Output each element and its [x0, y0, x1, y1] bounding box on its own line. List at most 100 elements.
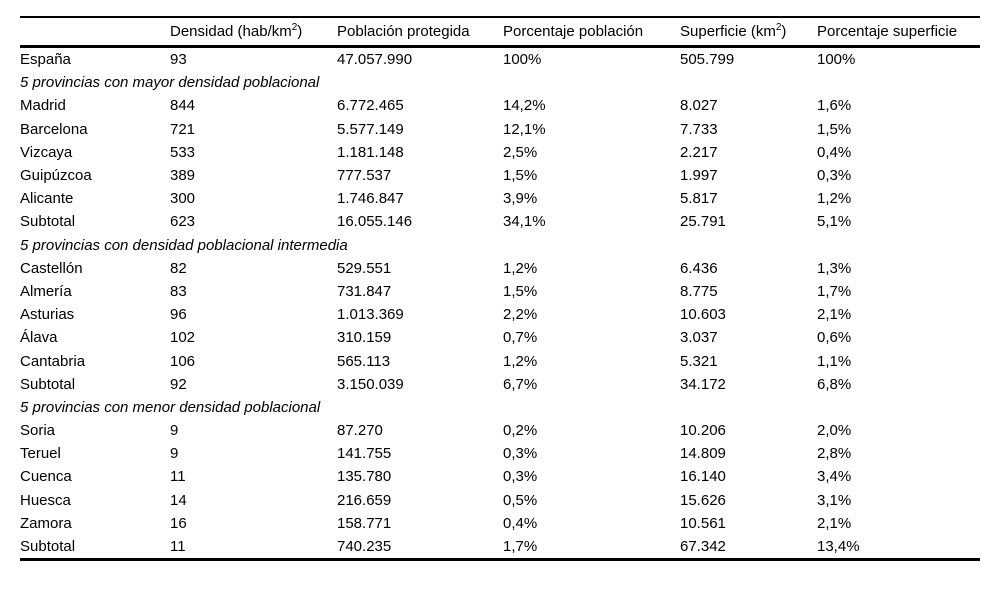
table-row-province: Guipúzcoa 389 777.537 1,5% 1.997 0,3% — [20, 164, 980, 187]
cell-porcentaje-poblacion: 1,7% — [503, 538, 538, 556]
column-header-province — [20, 17, 170, 48]
cell-porcentaje-poblacion: 0,3% — [503, 468, 538, 486]
cell-poblacion-protegida: 740.235 — [337, 538, 392, 556]
cell-densidad: 93 — [170, 51, 187, 69]
cell-porcentaje-superficie: 0,4% — [817, 143, 852, 161]
row-label: Subtotal — [20, 213, 76, 231]
row-label: Barcelona — [20, 120, 88, 138]
cell-porcentaje-superficie: 5,1% — [817, 213, 852, 231]
cell-porcentaje-superficie: 2,0% — [817, 422, 852, 440]
cell-densidad: 623 — [170, 213, 196, 231]
cell-superficie: 505.799 — [680, 51, 735, 69]
cell-poblacion-protegida: 3.150.039 — [337, 375, 404, 393]
cell-poblacion-protegida: 1.013.369 — [337, 306, 404, 324]
cell-superficie: 34.172 — [680, 375, 726, 393]
cell-porcentaje-superficie: 6,8% — [817, 375, 852, 393]
cell-densidad: 9 — [170, 422, 179, 440]
row-label: Almería — [20, 282, 72, 300]
cell-porcentaje-poblacion: 2,2% — [503, 306, 538, 324]
cell-poblacion-protegida: 777.537 — [337, 167, 392, 185]
table-row-province: Cantabria 106 565.113 1,2% 5.321 1,1% — [20, 349, 980, 372]
row-label: Guipúzcoa — [20, 167, 92, 185]
section-heading: 5 provincias con mayor densidad poblacio… — [20, 74, 320, 92]
cell-superficie: 7.733 — [680, 120, 718, 138]
provinces-table: Densidad (hab/km2) Población protegida Por… — [20, 16, 980, 562]
cell-densidad: 11 — [170, 468, 186, 486]
cell-porcentaje-superficie: 1,3% — [817, 259, 852, 277]
cell-densidad: 14 — [170, 491, 187, 509]
cell-poblacion-protegida: 1.181.148 — [337, 143, 404, 161]
table-row-province: Vizcaya 533 1.181.148 2,5% 2.217 0,4% — [20, 141, 980, 164]
cell-porcentaje-poblacion: 100% — [503, 51, 542, 69]
row-label: Subtotal — [20, 538, 76, 556]
cell-porcentaje-poblacion: 34,1% — [503, 213, 546, 231]
table-row-province: Teruel 9 141.755 0,3% 14.809 2,8% — [20, 442, 980, 465]
superscript: 2 — [775, 22, 782, 33]
cell-poblacion-protegida: 310.159 — [337, 329, 392, 347]
section-heading-row: 5 provincias con menor densidad poblacio… — [20, 396, 980, 419]
cell-densidad: 82 — [170, 259, 187, 277]
cell-porcentaje-poblacion: 0,4% — [503, 514, 538, 532]
table-row-province: Madrid 844 6.772.465 14,2% 8.027 1,6% — [20, 94, 980, 117]
cell-porcentaje-superficie: 1,7% — [817, 282, 852, 300]
table-row-subtotal: Subtotal 11 740.235 1,7% 67.342 13,4% — [20, 535, 980, 560]
cell-porcentaje-poblacion: 3,9% — [503, 190, 538, 208]
row-label: Teruel — [20, 445, 61, 463]
cell-poblacion-protegida: 141.755 — [337, 445, 392, 463]
cell-densidad: 9 — [170, 445, 179, 463]
cell-densidad: 102 — [170, 329, 196, 347]
cell-porcentaje-poblacion: 0,5% — [503, 491, 538, 509]
cell-porcentaje-poblacion: 12,1% — [503, 120, 546, 138]
cell-poblacion-protegida: 1.746.847 — [337, 190, 404, 208]
header-row: Densidad (hab/km2) Población protegida Por… — [20, 17, 980, 48]
cell-densidad: 533 — [170, 143, 196, 161]
page: { "page": { "background": "#ffffff", "te… — [0, 16, 1000, 592]
cell-porcentaje-superficie: 3,1% — [817, 491, 852, 509]
row-label: Castellón — [20, 259, 83, 277]
column-header-densidad: Densidad (hab/km2) — [170, 17, 337, 48]
row-label: España — [20, 51, 71, 69]
cell-poblacion-protegida: 5.577.149 — [337, 120, 404, 138]
cell-densidad: 92 — [170, 375, 187, 393]
row-label: Subtotal — [20, 375, 76, 393]
cell-porcentaje-superficie: 1,6% — [817, 97, 852, 115]
cell-porcentaje-superficie: 0,3% — [817, 167, 852, 185]
table-row-province: Álava 102 310.159 0,7% 3.037 0,6% — [20, 326, 980, 349]
row-label: Asturias — [20, 306, 75, 324]
cell-poblacion-protegida: 87.270 — [337, 422, 383, 440]
cell-densidad: 83 — [170, 282, 187, 300]
row-label: Álava — [20, 329, 58, 347]
table-row-province: Soria 9 87.270 0,2% 10.206 2,0% — [20, 419, 980, 442]
cell-superficie: 10.206 — [680, 422, 726, 440]
cell-porcentaje-poblacion: 0,3% — [503, 445, 538, 463]
cell-densidad: 721 — [170, 120, 196, 138]
table-row-province: Castellón 82 529.551 1,2% 6.436 1,3% — [20, 257, 980, 280]
cell-superficie: 8.027 — [680, 97, 718, 115]
cell-porcentaje-poblacion: 1,2% — [503, 259, 538, 277]
table-header: Densidad (hab/km2) Población protegida Por… — [20, 17, 980, 48]
section-heading-row: 5 provincias con mayor densidad poblacio… — [20, 71, 980, 94]
cell-porcentaje-poblacion: 6,7% — [503, 375, 538, 393]
cell-poblacion-protegida: 47.057.990 — [337, 51, 413, 69]
table-row-province: Alicante 300 1.746.847 3,9% 5.817 1,2% — [20, 187, 980, 210]
cell-superficie: 2.217 — [680, 143, 718, 161]
cell-porcentaje-poblacion: 0,7% — [503, 329, 538, 347]
cell-superficie: 16.140 — [680, 468, 726, 486]
column-header-porcentaje-poblacion: Porcentaje población — [503, 17, 680, 48]
cell-poblacion-protegida: 16.055.146 — [337, 213, 413, 231]
cell-superficie: 10.603 — [680, 306, 726, 324]
column-header-porcentaje-superficie: Porcentaje superficie — [817, 17, 980, 48]
column-header-superficie: Superficie (km2) — [680, 17, 817, 48]
table-row-subtotal: Subtotal 623 16.055.146 34,1% 25.791 5,1% — [20, 210, 980, 233]
cell-densidad: 16 — [170, 514, 187, 532]
section-heading: 5 provincias con densidad poblacional in… — [20, 236, 348, 254]
cell-superficie: 3.037 — [680, 329, 718, 347]
cell-poblacion-protegida: 216.659 — [337, 491, 392, 509]
row-label: Madrid — [20, 97, 66, 115]
row-label: Vizcaya — [20, 143, 73, 161]
cell-porcentaje-superficie: 2,1% — [817, 514, 852, 532]
section-heading-row: 5 provincias con densidad poblacional in… — [20, 234, 980, 257]
cell-porcentaje-superficie: 1,1% — [817, 352, 852, 370]
cell-poblacion-protegida: 158.771 — [337, 514, 392, 532]
cell-porcentaje-superficie: 100% — [817, 51, 856, 69]
